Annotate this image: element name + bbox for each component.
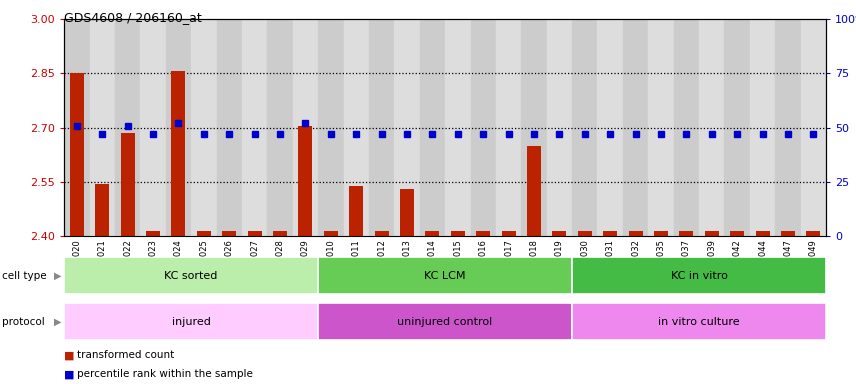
Bar — [70, 73, 84, 236]
Bar — [191, 19, 217, 236]
Bar — [267, 19, 293, 236]
Bar — [395, 19, 419, 236]
Bar — [806, 232, 820, 236]
Bar — [756, 232, 770, 236]
Bar — [476, 232, 490, 236]
Bar — [699, 19, 724, 236]
Bar — [502, 232, 515, 236]
Bar — [324, 232, 338, 236]
Bar — [750, 19, 776, 236]
Bar — [628, 232, 643, 236]
Bar — [521, 19, 547, 236]
Bar — [425, 232, 439, 236]
Text: KC in vitro: KC in vitro — [670, 270, 728, 281]
Bar — [349, 185, 363, 236]
Bar — [375, 232, 389, 236]
Bar — [115, 19, 140, 236]
Bar — [318, 257, 572, 294]
Bar — [146, 232, 160, 236]
Bar — [64, 303, 318, 340]
Bar — [318, 303, 572, 340]
Bar — [724, 19, 750, 236]
Text: percentile rank within the sample: percentile rank within the sample — [77, 369, 253, 379]
Bar — [90, 19, 115, 236]
Bar — [299, 126, 312, 236]
Bar — [223, 232, 236, 236]
Bar — [776, 19, 800, 236]
Text: ■: ■ — [64, 369, 74, 379]
Bar — [64, 19, 90, 236]
Bar — [171, 71, 186, 236]
Bar — [680, 232, 693, 236]
Text: KC sorted: KC sorted — [164, 270, 218, 281]
Bar — [293, 19, 318, 236]
Bar — [674, 19, 699, 236]
Bar — [603, 232, 617, 236]
Text: injured: injured — [172, 316, 211, 327]
Bar — [419, 19, 445, 236]
Bar — [95, 184, 110, 236]
Bar — [800, 19, 826, 236]
Text: transformed count: transformed count — [77, 350, 175, 360]
Bar — [572, 19, 597, 236]
Bar — [730, 232, 744, 236]
Bar — [273, 232, 287, 236]
Bar — [369, 19, 395, 236]
Bar — [578, 232, 591, 236]
Bar — [547, 19, 572, 236]
Bar — [451, 232, 465, 236]
Bar — [623, 19, 648, 236]
Bar — [217, 19, 242, 236]
Text: cell type: cell type — [2, 270, 46, 281]
Bar — [496, 19, 521, 236]
Text: KC LCM: KC LCM — [425, 270, 466, 281]
Bar — [445, 19, 471, 236]
Text: protocol: protocol — [2, 316, 45, 327]
Bar — [597, 19, 623, 236]
Bar — [552, 232, 567, 236]
Bar — [64, 257, 318, 294]
Bar — [527, 146, 541, 236]
Bar — [166, 19, 191, 236]
Bar — [704, 232, 719, 236]
Bar — [572, 303, 826, 340]
Bar — [343, 19, 369, 236]
Bar — [572, 257, 826, 294]
Bar — [140, 19, 166, 236]
Bar — [121, 133, 134, 236]
Text: uninjured control: uninjured control — [397, 316, 493, 327]
Bar — [242, 19, 267, 236]
Bar — [471, 19, 496, 236]
Text: GDS4608 / 206160_at: GDS4608 / 206160_at — [64, 12, 202, 25]
Bar — [318, 19, 343, 236]
Text: ▶: ▶ — [54, 270, 62, 281]
Text: in vitro culture: in vitro culture — [658, 316, 740, 327]
Bar — [781, 232, 795, 236]
Bar — [197, 232, 211, 236]
Bar — [400, 189, 414, 236]
Text: ▶: ▶ — [54, 316, 62, 327]
Bar — [247, 232, 262, 236]
Bar — [648, 19, 674, 236]
Bar — [654, 232, 668, 236]
Text: ■: ■ — [64, 350, 74, 360]
